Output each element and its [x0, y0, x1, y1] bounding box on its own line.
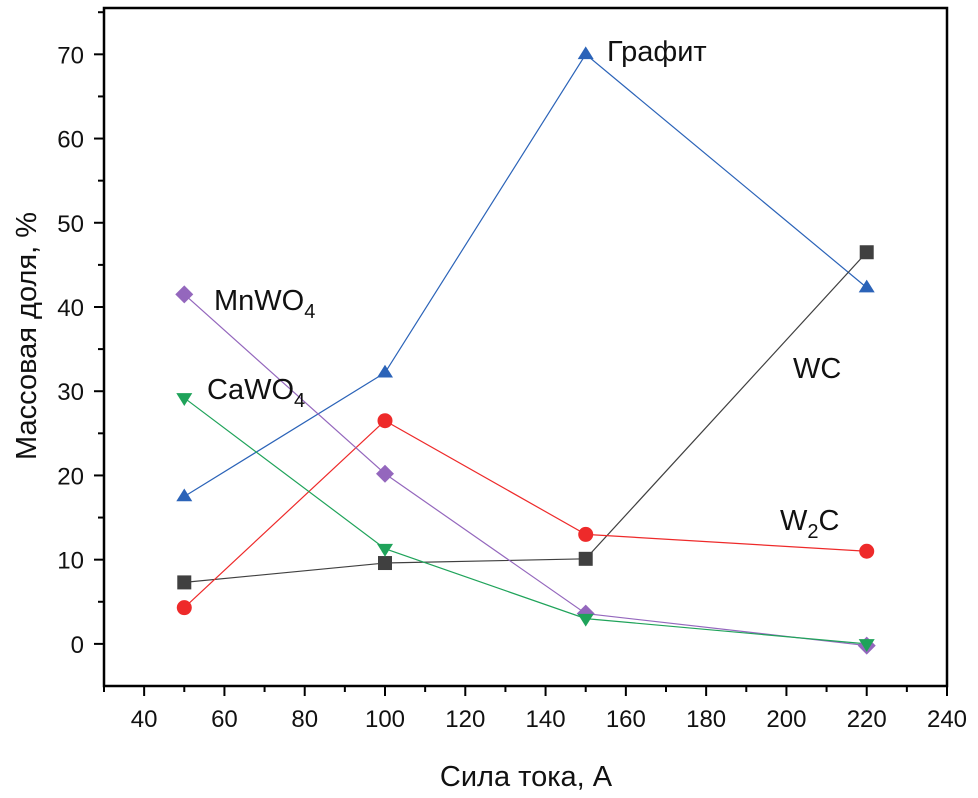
- x-tick-label: 140: [526, 706, 566, 733]
- annotation-mnwo4: MnWO4: [214, 285, 315, 323]
- data-point-graphite: [577, 46, 594, 60]
- data-point-graphite: [176, 488, 193, 502]
- annotation-wc: WC: [793, 353, 841, 385]
- y-axis-ticks: 0 10 20 30 40 50 60 70: [57, 11, 104, 659]
- y-tick-label: 10: [57, 548, 84, 575]
- annotation-graphite: Графит: [607, 36, 707, 68]
- plot-border: [102, 6, 949, 688]
- data-point-wc: [578, 551, 593, 566]
- x-tick-label: 40: [131, 706, 158, 733]
- series-line-graphite: [183, 53, 868, 498]
- y-tick-label: 0: [71, 632, 84, 659]
- data-point-w2c: [176, 600, 192, 616]
- annotations: Графит WC W2C MnWO4 CaWO4: [207, 36, 841, 543]
- x-tick-label: 100: [365, 706, 405, 733]
- x-tick-label: 160: [606, 706, 646, 733]
- y-tick-label: 60: [57, 127, 84, 154]
- data-point-cawo4: [377, 543, 393, 557]
- series-line-wc: [184, 251, 868, 584]
- series-line-cawo4: [183, 397, 867, 645]
- series-lines: [183, 53, 868, 647]
- data-point-mnwo4: [376, 464, 394, 483]
- data-point-w2c: [859, 543, 875, 559]
- x-tick-label: 60: [211, 706, 238, 733]
- data-point-cawo4: [858, 639, 875, 652]
- x-tick-label: 240: [927, 706, 967, 733]
- y-tick-label: 70: [57, 42, 84, 69]
- y-tick-label: 40: [57, 295, 84, 322]
- data-point-cawo4: [176, 393, 193, 406]
- x-tick-label: 220: [847, 706, 887, 733]
- x-tick-label: 180: [686, 706, 726, 733]
- series-markers: [175, 46, 876, 655]
- annotation-cawo4: CaWO4: [207, 374, 305, 412]
- x-axis-title: Сила тока, А: [440, 761, 613, 793]
- data-point-graphite: [377, 364, 393, 378]
- data-point-wc: [859, 245, 874, 260]
- x-axis-ticks: 40 60 80 100 120 140 160 180 200 220 240: [103, 686, 967, 733]
- x-tick-label: 80: [291, 706, 318, 733]
- annotation-w2c: W2C: [780, 505, 839, 543]
- series-line-mnwo4: [183, 293, 867, 647]
- x-tick-label: 200: [766, 706, 806, 733]
- y-axis-title: Массовая доля, %: [11, 212, 43, 460]
- data-point-wc: [177, 575, 192, 590]
- y-tick-label: 30: [57, 379, 84, 406]
- data-point-graphite: [858, 279, 875, 293]
- x-tick-label: 120: [445, 706, 485, 733]
- series-line-w2c: [183, 419, 867, 609]
- data-point-wc: [378, 556, 392, 571]
- y-tick-label: 50: [57, 211, 84, 238]
- data-point-cawo4: [577, 613, 594, 627]
- data-point-mnwo4: [175, 285, 194, 304]
- data-point-w2c: [578, 526, 594, 542]
- data-point-w2c: [377, 413, 393, 429]
- plot-frame: [102, 6, 949, 688]
- y-tick-label: 20: [57, 463, 84, 490]
